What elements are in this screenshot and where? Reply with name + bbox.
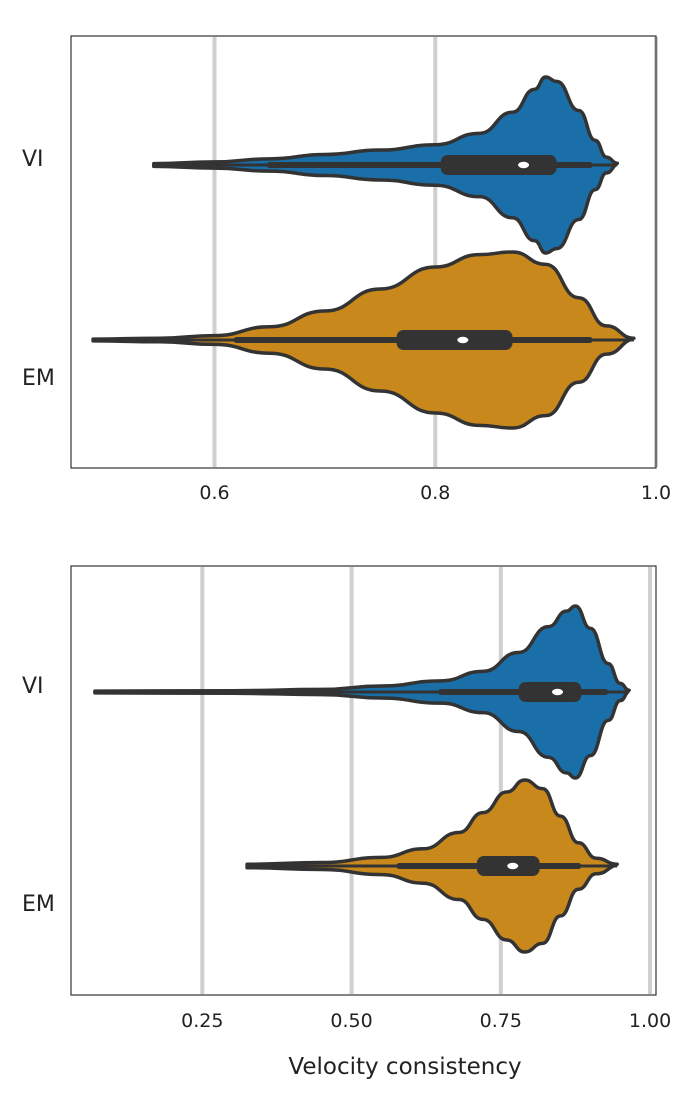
plot-frame (70, 35, 657, 469)
category-label-vi: VI (22, 147, 44, 172)
median-marker-em (507, 862, 519, 870)
x-axis-label: Velocity consistency (288, 1054, 521, 1080)
median-marker-em (457, 336, 469, 344)
x-tick-label: 0.50 (330, 1010, 372, 1032)
category-label-em: EM (22, 366, 55, 391)
bottom-violin-panel: 0.25 0.50 0.75 1.00 VI EM (22, 565, 671, 1032)
x-tick-label: 0.75 (480, 1010, 522, 1032)
iqr-box-em (396, 330, 513, 350)
x-tick-label: 0.6 (199, 482, 229, 504)
x-tick-label: 1.0 (641, 482, 671, 504)
x-tick-label: 0.8 (420, 482, 450, 504)
x-tick-label: 1.00 (629, 1010, 671, 1032)
x-tick-label: 0.25 (181, 1010, 223, 1032)
median-marker-vi (518, 161, 530, 169)
category-label-vi: VI (22, 674, 44, 699)
top-violin-panel: 0.6 0.8 1.0 VI EM (22, 35, 671, 504)
category-label-em: EM (22, 892, 55, 917)
iqr-box-vi (518, 682, 582, 702)
plot-frame (70, 565, 657, 996)
iqr-box-vi (440, 155, 557, 175)
median-marker-vi (552, 688, 564, 696)
